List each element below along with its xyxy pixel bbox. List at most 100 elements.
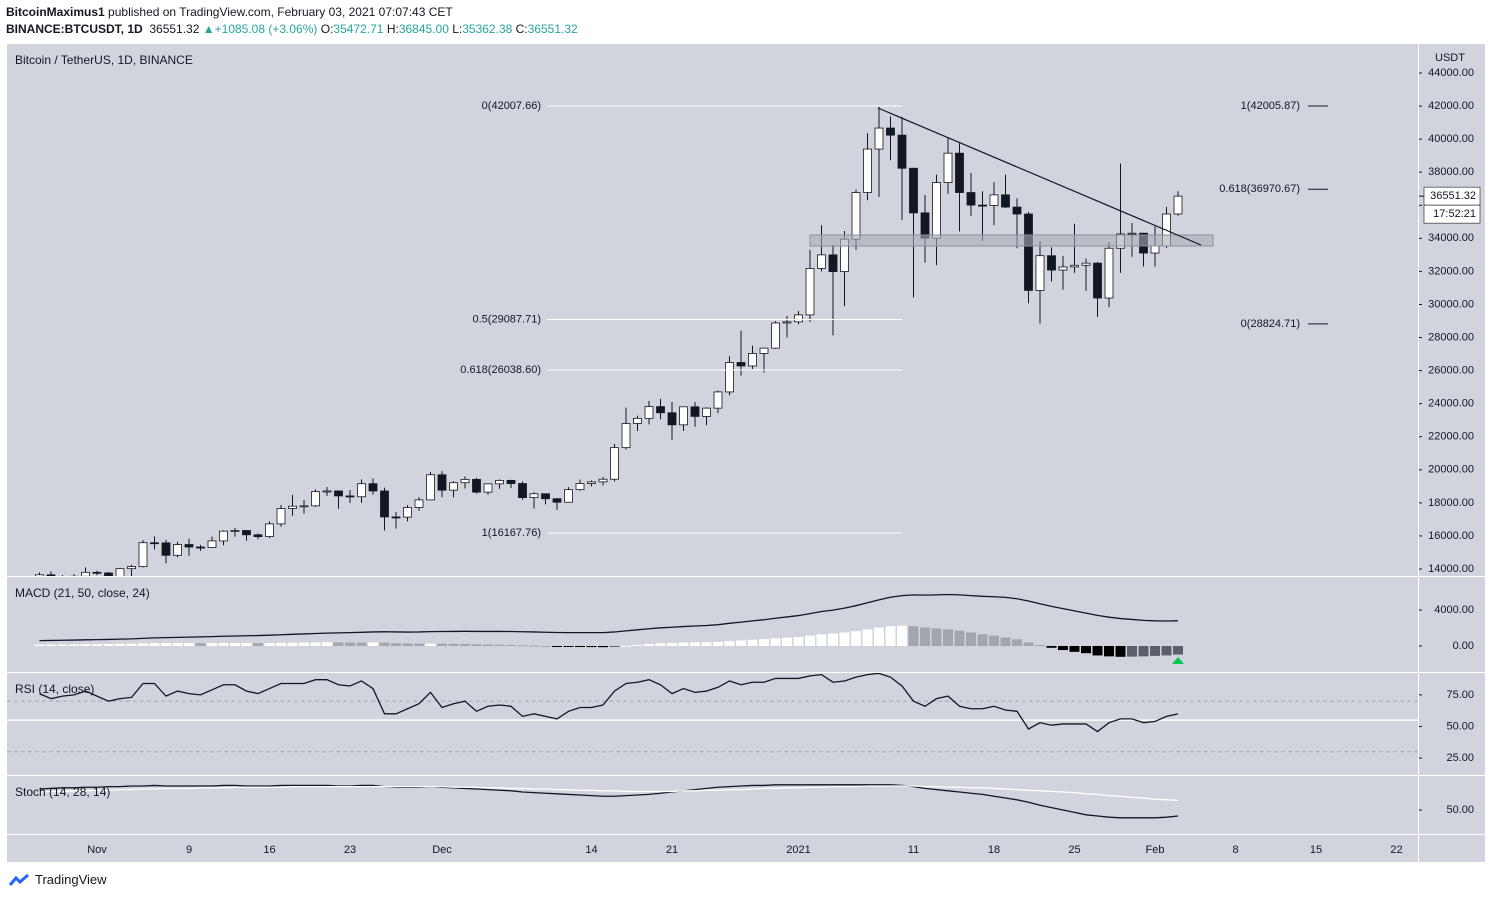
histogram-bar (931, 628, 942, 647)
histogram-bar (977, 634, 988, 647)
candle-body (771, 322, 780, 349)
symbol: BINANCE:BTCUSDT, 1D (6, 22, 143, 36)
histogram-bar (333, 642, 344, 647)
histogram-bar (1092, 646, 1103, 656)
histogram-bar (264, 643, 275, 647)
candle-body (817, 254, 826, 269)
histogram-bar (241, 643, 252, 647)
candle-body (1024, 213, 1033, 291)
y-tick-label: 22000.00 (1428, 431, 1474, 443)
candle-body (483, 483, 493, 493)
y-tick-label: 40000.00 (1428, 133, 1474, 145)
header-line: BitcoinMaximus1 published on TradingView… (6, 5, 453, 19)
candle-body (391, 516, 401, 519)
ohlc-key: O: (320, 22, 334, 36)
fib-label: 0.618(26038.60) (460, 364, 541, 376)
histogram-bar (1150, 646, 1160, 656)
panel (39, 784, 1179, 819)
histogram-bar (103, 644, 114, 647)
histogram-bar (448, 643, 459, 647)
candle-body (449, 482, 458, 491)
y-tick-label: 24000.00 (1428, 398, 1474, 410)
candle-body (414, 499, 424, 508)
candle-body (610, 447, 619, 480)
candle-body (725, 362, 734, 393)
fib-label: 0.5(29087.71) (473, 313, 542, 325)
candle-body (886, 127, 895, 136)
x-tick-label: 2021 (786, 844, 810, 856)
histogram-bar (563, 646, 574, 648)
candle-body (656, 406, 665, 414)
indicator-line (39, 784, 1179, 819)
histogram-bar (759, 639, 769, 647)
candle-body (782, 321, 792, 324)
candle-body (909, 167, 918, 214)
y-tick-label: 50.00 (1446, 804, 1474, 816)
histogram-bar (379, 642, 390, 647)
candle-body (115, 568, 125, 576)
signal-marker (1172, 657, 1184, 664)
candle-body (978, 204, 987, 207)
panel (35, 105, 1328, 576)
histogram-bar (391, 643, 401, 647)
histogram-bar (1046, 646, 1057, 648)
histogram-bar (138, 643, 148, 647)
fib-label: 0(42007.66) (482, 100, 541, 112)
candle-body (644, 406, 654, 419)
candle-body (92, 571, 102, 574)
histogram-bar (1023, 642, 1034, 647)
indicator-line (39, 673, 1179, 733)
axis-unit: USDT (1435, 52, 1465, 64)
histogram-bar (57, 644, 68, 647)
y-tick-label: 34000.00 (1428, 232, 1474, 244)
candle-body (161, 542, 171, 556)
candle-body (667, 412, 677, 426)
histogram-bar (172, 643, 183, 647)
logo (8, 873, 29, 886)
panel-title: Bitcoin / TetherUS, 1D, BINANCE (15, 53, 193, 67)
histogram-bar (368, 642, 378, 647)
author[interactable]: BitcoinMaximus1 (6, 5, 105, 19)
histogram-bar (471, 644, 482, 647)
candle-body (345, 495, 355, 498)
candle-body (587, 481, 596, 484)
histogram-bar (908, 626, 919, 647)
histogram-bar (667, 642, 677, 647)
histogram-bar (1104, 646, 1114, 657)
histogram-bar (1069, 646, 1080, 652)
x-tick-label: 18 (988, 844, 1000, 856)
histogram-bar (644, 644, 654, 647)
candle-body (437, 474, 447, 491)
histogram-bar (195, 643, 206, 647)
candle-body (299, 505, 309, 508)
histogram-bar (517, 645, 528, 647)
histogram-bar (885, 626, 896, 647)
candle-body (702, 407, 711, 417)
ohlc-key: L: (452, 22, 463, 36)
chart: Nov 9 16 23 Dec 14 21 2021 11 18 25 Feb 8 15 22 Bitcoin… (7, 44, 1485, 862)
histogram-bar (782, 637, 792, 647)
chart-bg (7, 44, 1485, 862)
candle-body (966, 192, 976, 206)
histogram-bar (747, 639, 758, 647)
candle-body (1012, 206, 1022, 215)
histogram-bar (1000, 637, 1011, 647)
histogram-bar (598, 646, 608, 648)
candle-body (1173, 195, 1183, 215)
indicator-line (39, 785, 1179, 802)
histogram-bar (1058, 646, 1068, 651)
candle-body (403, 507, 412, 518)
histogram-bar (494, 644, 505, 647)
histogram-bar (1173, 646, 1183, 655)
candle-body (621, 423, 631, 449)
y-tick-label: 16000.00 (1428, 530, 1474, 542)
panel (7, 673, 1418, 753)
candle-body (1035, 255, 1045, 291)
ohlc-value: 35362.38 (462, 22, 513, 36)
candle-body (288, 505, 297, 509)
histogram-bar (218, 643, 229, 647)
histogram-bar (1012, 639, 1022, 647)
plot-layer: Nov 9 16 23 Dec 14 21 2021 11 18 25 Feb 8 15 22 Bitcoin… (7, 52, 1481, 856)
panel-title: Stoch (14, 28, 14) (15, 785, 110, 799)
brand[interactable]: TradingView (35, 872, 107, 887)
